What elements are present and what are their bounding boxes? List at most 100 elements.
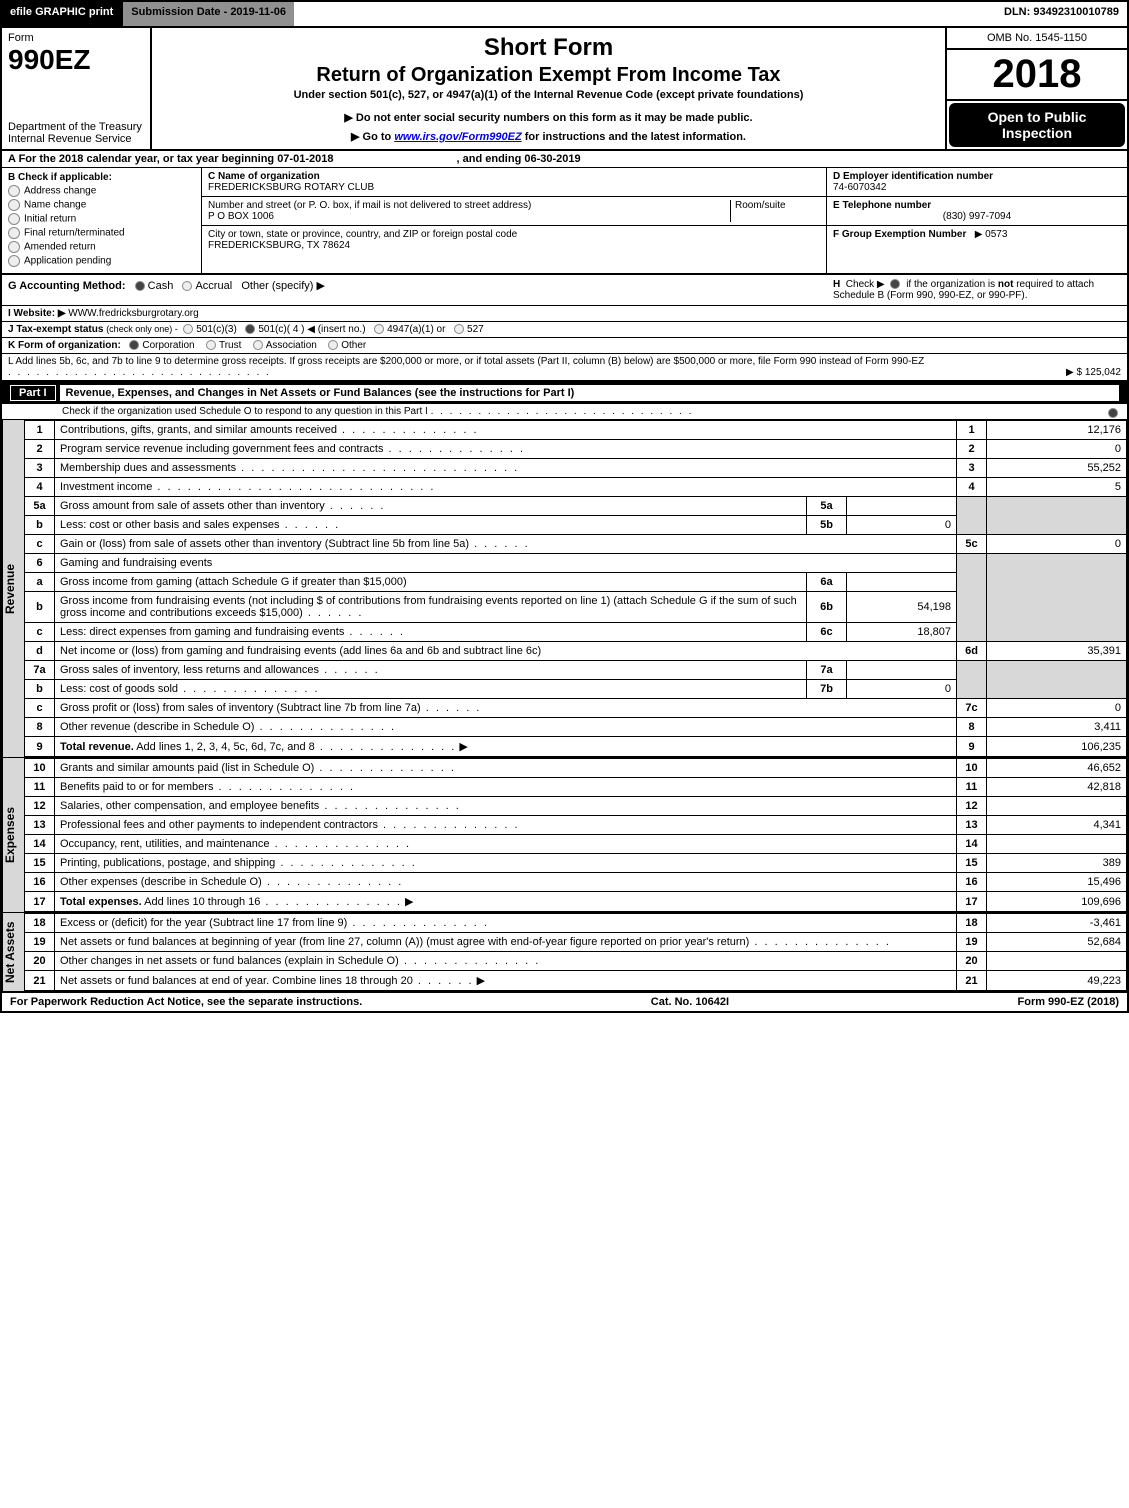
ln-1-desc: Contributions, gifts, grants, and simila… bbox=[55, 421, 957, 440]
omb-number: OMB No. 1545-1150 bbox=[947, 28, 1127, 50]
ln-9-val: 106,235 bbox=[987, 737, 1127, 757]
line-l-text: L Add lines 5b, 6c, and 7b to line 9 to … bbox=[8, 356, 924, 367]
ln-14-desc: Occupancy, rent, utilities, and maintena… bbox=[55, 835, 957, 854]
open-public-badge: Open to Public Inspection bbox=[949, 103, 1125, 147]
ln-6-shade bbox=[957, 554, 987, 642]
ln-9-num: 9 bbox=[25, 737, 55, 757]
radio-trust[interactable] bbox=[206, 340, 216, 350]
row-8: 8 Other revenue (describe in Schedule O)… bbox=[25, 718, 1127, 737]
radio-4947[interactable] bbox=[374, 324, 384, 334]
ln-1-val: 12,176 bbox=[987, 421, 1127, 440]
line-l-amount: ▶ $ 125,042 bbox=[1066, 367, 1121, 378]
ln-5c-rn: 5c bbox=[957, 535, 987, 554]
tax-period-row: A For the 2018 calendar year, or tax yea… bbox=[2, 151, 1127, 168]
ln-7a-desc: Gross sales of inventory, less returns a… bbox=[55, 661, 807, 680]
ln-18-desc: Excess or (deficit) for the year (Subtra… bbox=[55, 914, 957, 933]
net-assets-side-tab: Net Assets bbox=[2, 913, 24, 991]
period-begin: A For the 2018 calendar year, or tax yea… bbox=[8, 153, 333, 165]
dln-label: DLN: 93492310010789 bbox=[996, 2, 1127, 26]
ln-19-num: 19 bbox=[25, 933, 55, 952]
ln-6b-desc: Gross income from fundraising events (no… bbox=[55, 592, 807, 623]
ln-15-num: 15 bbox=[25, 854, 55, 873]
ln-10-val: 46,652 bbox=[987, 759, 1127, 778]
ln-6a-sv bbox=[847, 573, 957, 592]
ln-5ab-shade bbox=[957, 497, 987, 535]
chk-initial-return[interactable]: Initial return bbox=[8, 213, 195, 225]
ln-6c-sn: 6c bbox=[807, 623, 847, 642]
opt-527: 527 bbox=[467, 324, 484, 335]
ln-19-desc: Net assets or fund balances at beginning… bbox=[55, 933, 957, 952]
row-3: 3 Membership dues and assessments 3 55,2… bbox=[25, 459, 1127, 478]
ln-20-val bbox=[987, 952, 1127, 971]
chk-name-change[interactable]: Name change bbox=[8, 199, 195, 211]
ln-4-num: 4 bbox=[25, 478, 55, 497]
tax-exempt-label: J Tax-exempt status bbox=[8, 324, 103, 335]
street-value: P O BOX 1006 bbox=[208, 211, 274, 222]
expenses-section: Expenses 10 Grants and similar amounts p… bbox=[2, 758, 1127, 913]
row-20: 20 Other changes in net assets or fund b… bbox=[25, 952, 1127, 971]
row-18: 18 Excess or (deficit) for the year (Sub… bbox=[25, 914, 1127, 933]
ln-5b-sn: 5b bbox=[807, 516, 847, 535]
ln-6d-num: d bbox=[25, 642, 55, 661]
radio-association[interactable] bbox=[253, 340, 263, 350]
box-b: B Check if applicable: Address change Na… bbox=[2, 168, 202, 273]
footer-center: Cat. No. 10642I bbox=[651, 996, 729, 1008]
line-g: G Accounting Method: Cash Accrual Other … bbox=[2, 275, 827, 305]
radio-501c[interactable] bbox=[245, 324, 255, 334]
radio-501c3[interactable] bbox=[183, 324, 193, 334]
ln-2-desc: Program service revenue including govern… bbox=[55, 440, 957, 459]
box-def: D Employer identification number 74-6070… bbox=[827, 168, 1127, 273]
ln-6-num: 6 bbox=[25, 554, 55, 573]
radio-527[interactable] bbox=[454, 324, 464, 334]
irs-link[interactable]: www.irs.gov/Form990EZ bbox=[394, 131, 521, 143]
chk-application-pending[interactable]: Application pending bbox=[8, 255, 195, 267]
goto-instructions: ▶ Go to www.irs.gov/Form990EZ for instru… bbox=[162, 130, 935, 143]
part-1-title: Revenue, Expenses, and Changes in Net As… bbox=[60, 385, 1119, 401]
ln-18-val: -3,461 bbox=[987, 914, 1127, 933]
ln-20-desc: Other changes in net assets or fund bala… bbox=[55, 952, 957, 971]
row-6: 6 Gaming and fundraising events bbox=[25, 554, 1127, 573]
ein-value: 74-6070342 bbox=[833, 182, 886, 193]
chk-schedule-o[interactable] bbox=[1108, 408, 1118, 418]
ln-6c-sv: 18,807 bbox=[847, 623, 957, 642]
ln-7c-rn: 7c bbox=[957, 699, 987, 718]
efile-print-label[interactable]: efile GRAPHIC print bbox=[2, 2, 121, 26]
radio-corporation[interactable] bbox=[129, 340, 139, 350]
ln-7c-val: 0 bbox=[987, 699, 1127, 718]
chk-amended-return[interactable]: Amended return bbox=[8, 241, 195, 253]
page-footer: For Paperwork Reduction Act Notice, see … bbox=[2, 993, 1127, 1011]
row-15: 15 Printing, publications, postage, and … bbox=[25, 854, 1127, 873]
ln-10-rn: 10 bbox=[957, 759, 987, 778]
ln-5a-sn: 5a bbox=[807, 497, 847, 516]
group-exemption-label: F Group Exemption Number bbox=[833, 229, 966, 240]
ln-19-rn: 19 bbox=[957, 933, 987, 952]
ln-6b-sv: 54,198 bbox=[847, 592, 957, 623]
ln-15-rn: 15 bbox=[957, 854, 987, 873]
accrual-label: Accrual bbox=[195, 280, 232, 292]
chk-address-change[interactable]: Address change bbox=[8, 185, 195, 197]
group-exemption-value: ▶ 0573 bbox=[975, 229, 1008, 240]
radio-accrual[interactable] bbox=[182, 281, 192, 291]
ln-12-rn: 12 bbox=[957, 797, 987, 816]
ln-7ab-shade bbox=[957, 661, 987, 699]
row-7c: c Gross profit or (loss) from sales of i… bbox=[25, 699, 1127, 718]
ln-5a-num: 5a bbox=[25, 497, 55, 516]
part1-dots bbox=[431, 406, 694, 417]
radio-other-org[interactable] bbox=[328, 340, 338, 350]
revenue-body: 1 Contributions, gifts, grants, and simi… bbox=[24, 420, 1127, 757]
opt-501c3: 501(c)(3) bbox=[196, 324, 237, 335]
radio-schedule-b[interactable] bbox=[890, 279, 900, 289]
header-left: Form 990EZ Department of the Treasury In… bbox=[2, 28, 152, 149]
chk-final-return[interactable]: Final return/terminated bbox=[8, 227, 195, 239]
row-5c: c Gain or (loss) from sale of assets oth… bbox=[25, 535, 1127, 554]
row-16: 16 Other expenses (describe in Schedule … bbox=[25, 873, 1127, 892]
tax-year: 2018 bbox=[947, 50, 1127, 101]
ln-4-desc: Investment income bbox=[55, 478, 957, 497]
ln-16-desc: Other expenses (describe in Schedule O) bbox=[55, 873, 957, 892]
ln-6d-rn: 6d bbox=[957, 642, 987, 661]
ln-7c-num: c bbox=[25, 699, 55, 718]
form-word: Form bbox=[8, 32, 144, 44]
radio-cash[interactable] bbox=[135, 281, 145, 291]
phone-label: E Telephone number bbox=[833, 200, 931, 211]
opt-501c: 501(c)( 4 ) ◀ (insert no.) bbox=[258, 324, 365, 335]
